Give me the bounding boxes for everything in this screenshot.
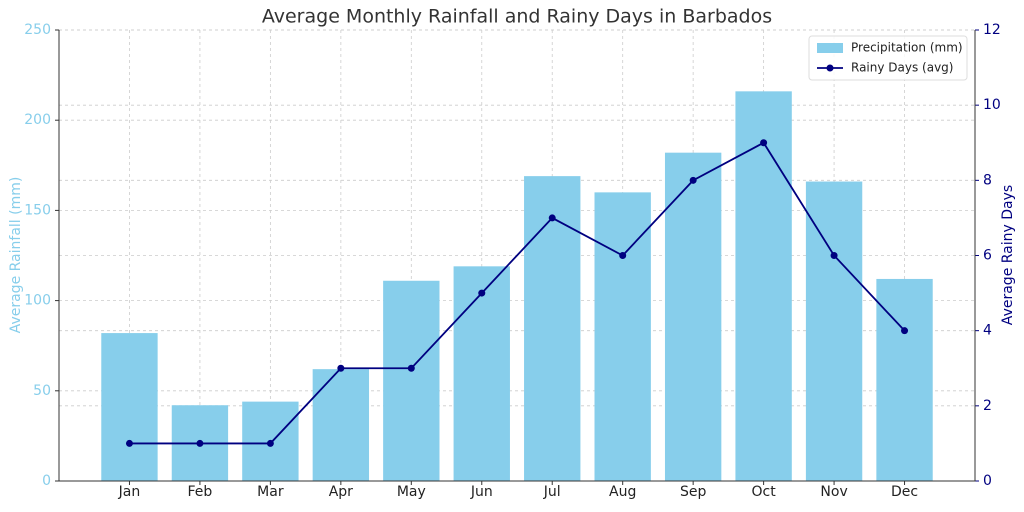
x-tick-label: Mar: [257, 484, 284, 500]
bar: [312, 369, 370, 481]
point: [689, 176, 697, 184]
legend-swatch: [817, 43, 843, 53]
x-tick-label: Jun: [470, 484, 493, 500]
y-tick-label: 200: [24, 112, 51, 128]
bar: [594, 192, 651, 482]
x-tick-label: Aug: [609, 484, 636, 500]
point: [830, 252, 838, 259]
x-tick-label: May: [397, 484, 426, 500]
x-tick-label: Sep: [680, 484, 707, 500]
x-tick-label: Jul: [543, 484, 561, 500]
bar: [101, 333, 158, 481]
bar: [383, 280, 440, 481]
point: [760, 139, 768, 147]
legend-label: Precipitation (mm): [851, 41, 963, 55]
point: [901, 327, 909, 335]
x-tick-label: Apr: [329, 484, 353, 500]
y2-tick-label: 12: [983, 22, 1001, 38]
bar: [805, 181, 863, 481]
point: [266, 439, 274, 447]
line: [129, 141, 906, 445]
y2-tick-label: 10: [983, 97, 1001, 113]
y2-tick-label: 6: [983, 248, 992, 264]
point: [548, 214, 556, 222]
y-tick-label: 100: [24, 293, 51, 309]
point: [196, 439, 204, 447]
bar: [876, 278, 933, 481]
x-tick-label: Nov: [820, 484, 847, 500]
bar: [524, 176, 581, 481]
point: [125, 439, 133, 447]
bar: [735, 91, 792, 481]
legend-label: Rainy Days (avg): [851, 61, 953, 75]
bar: [453, 266, 510, 481]
y2-tick-label: 0: [983, 473, 992, 489]
x-tick-label: Oct: [752, 484, 777, 500]
axes-frame: [58, 30, 976, 482]
legend-box: [808, 35, 968, 81]
x-tick-label: Feb: [188, 484, 213, 500]
y-axis-label: Average Rainfall (mm): [8, 177, 24, 334]
y-tick-label: 0: [42, 473, 51, 489]
bar: [664, 152, 722, 481]
y-tick-label: 150: [24, 202, 51, 218]
y2-tick-label: 2: [983, 398, 992, 414]
x-tick-label: Dec: [891, 484, 918, 500]
point: [337, 364, 345, 372]
y2-tick-label: 8: [983, 172, 992, 188]
x-tick-label: Jan: [118, 484, 141, 500]
y2-tick-label: 4: [983, 323, 992, 339]
point: [619, 252, 627, 259]
point: [407, 364, 415, 372]
y-tick-label: 250: [24, 22, 51, 38]
point: [478, 289, 486, 297]
chart-title: Average Monthly Rainfall and Rainy Days …: [262, 6, 772, 28]
y2-axis-label: Average Rainy Days: [1000, 185, 1016, 325]
y-tick-label: 50: [33, 383, 51, 399]
legend-swatch: [826, 64, 834, 72]
